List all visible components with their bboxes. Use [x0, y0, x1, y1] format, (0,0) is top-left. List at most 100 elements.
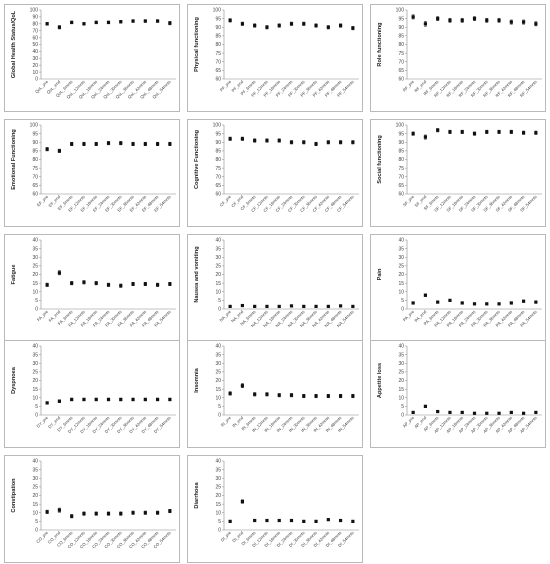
data-point	[131, 511, 135, 515]
y-tick-label: 20	[215, 272, 221, 278]
data-point	[155, 19, 160, 23]
y-tick-label: 5	[218, 404, 221, 410]
data-point	[131, 142, 135, 146]
y-tick-label: 0	[218, 307, 221, 313]
data-point	[302, 394, 306, 398]
y-tick-label: 90	[32, 140, 38, 146]
data-point	[351, 26, 355, 30]
data-point	[314, 23, 318, 28]
y-tick-label: 95	[398, 16, 404, 22]
x-tick-label: DI_pre	[220, 530, 233, 543]
y-tick-label: 15	[215, 387, 221, 393]
y-tick-label: 10	[215, 395, 221, 401]
chart-svg: 0510152025303540PainPA_prePA_endPA_6mnts…	[377, 238, 542, 328]
data-point	[240, 303, 245, 308]
y-tick-label: 25	[32, 264, 38, 270]
data-point	[314, 519, 318, 523]
y-tick-label: 25	[215, 370, 221, 376]
data-point	[253, 518, 257, 523]
data-point	[131, 19, 135, 23]
chart-svg: 0510152025303540ConstipationCO_preCO_end…	[11, 459, 176, 550]
y-tick-label: 85	[215, 34, 221, 40]
data-point	[314, 142, 318, 146]
y-axis-label: Fatigue	[11, 265, 17, 285]
data-point	[448, 130, 452, 134]
data-point	[265, 392, 269, 396]
data-point	[314, 394, 318, 398]
y-tick-label: 5	[35, 404, 38, 410]
y-tick-label: 40	[398, 344, 404, 350]
data-point	[436, 409, 440, 414]
y-tick-label: 95	[215, 16, 221, 22]
y-tick-label: 25	[32, 485, 38, 491]
data-point	[168, 142, 172, 146]
data-point	[338, 23, 343, 28]
y-axis-label: Emotional Functioning	[11, 129, 17, 190]
data-point	[82, 512, 86, 516]
data-point	[338, 304, 343, 308]
data-point	[253, 138, 257, 143]
y-axis-label: Pain	[377, 268, 383, 280]
y-tick-label: 20	[32, 63, 38, 69]
y-tick-label: 15	[398, 281, 404, 287]
chart-panel: 0 5 10 15 20 25 30 35 40 Pain PA_pre PA_end PA_6mnts…	[370, 234, 546, 342]
data-point	[521, 411, 526, 415]
y-tick-label: 35	[32, 352, 38, 358]
y-tick-label: 0	[218, 413, 221, 419]
data-point	[460, 18, 464, 22]
y-tick-label: 65	[32, 183, 38, 189]
data-point	[485, 411, 489, 415]
data-point	[326, 25, 330, 29]
chart-svg: 0510152025303540FatigueFA_preFA_endFA_6m…	[11, 238, 176, 328]
y-tick-label: 10	[32, 70, 38, 76]
y-tick-label: 40	[398, 238, 404, 244]
data-point	[82, 397, 86, 402]
y-tick-label: 0	[35, 77, 38, 83]
data-point	[94, 20, 98, 25]
y-tick-label: 10	[32, 289, 38, 295]
data-point	[289, 22, 294, 26]
data-point	[460, 410, 464, 415]
y-tick-label: 30	[32, 361, 38, 367]
data-point	[497, 18, 501, 22]
y-tick-label: 30	[215, 476, 221, 482]
data-point	[155, 142, 160, 146]
y-tick-label: 10	[215, 289, 221, 295]
data-point	[253, 392, 257, 396]
y-tick-label: 40	[32, 459, 38, 465]
y-axis-label: Constipation	[11, 478, 17, 513]
data-point	[143, 397, 147, 402]
y-tick-label: 20	[398, 378, 404, 384]
chart-panel: 60 65 70 75 80 85 90 95 100 Social functioning SF_…	[370, 119, 546, 227]
y-tick-label: 15	[32, 387, 38, 393]
y-tick-label: 20	[398, 272, 404, 278]
data-point	[253, 304, 257, 309]
data-point	[228, 304, 232, 309]
data-point	[423, 22, 428, 26]
y-tick-label: 0	[35, 413, 38, 419]
data-point	[534, 410, 538, 415]
y-tick-label: 30	[215, 255, 221, 261]
y-tick-label: 35	[32, 467, 38, 473]
data-point	[289, 518, 294, 523]
data-point	[70, 281, 74, 285]
y-tick-label: 20	[32, 272, 38, 278]
data-point	[265, 304, 269, 309]
data-point	[448, 18, 452, 22]
data-point	[143, 19, 147, 23]
data-point	[45, 283, 49, 287]
data-point	[168, 282, 172, 286]
data-point	[119, 284, 123, 288]
data-point	[82, 22, 86, 26]
data-point	[497, 411, 501, 415]
data-point	[265, 138, 269, 143]
y-tick-label: 85	[32, 149, 38, 155]
y-tick-label: 5	[218, 298, 221, 304]
data-point	[289, 304, 294, 308]
data-point	[155, 397, 160, 402]
data-point	[228, 18, 232, 22]
